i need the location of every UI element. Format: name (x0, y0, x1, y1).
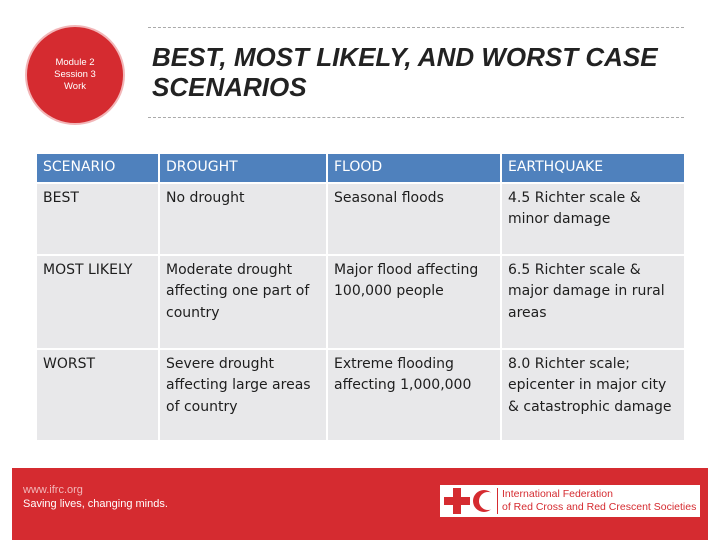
org-name: International Federation of Red Cross an… (502, 488, 696, 514)
cell-scenario: MOST LIKELY (35, 253, 160, 350)
page-title-line-1: BEST, MOST LIKELY, AND WORST CASE (152, 42, 658, 72)
org-name-line-1: International Federation (502, 488, 613, 500)
cell-flood: Major flood affecting 100,000 people (326, 253, 502, 350)
title-divider-top (148, 27, 684, 28)
badge-line-session: Session 3 (54, 69, 96, 80)
ifrc-logo: International Federation of Red Cross an… (440, 485, 700, 517)
footer-slogan: Saving lives, changing minds. (23, 498, 168, 510)
scenario-table: SCENARIO DROUGHT FLOOD EARTHQUAKE BEST N… (35, 152, 686, 442)
module-badge: Module 2 Session 3 Work (27, 27, 123, 123)
badge-line-module: Module 2 (55, 57, 95, 68)
header-flood: FLOOD (326, 152, 502, 184)
table-row: MOST LIKELY Moderate drought affecting o… (35, 253, 686, 350)
cell-scenario: BEST (35, 181, 160, 256)
red-cross-icon (444, 488, 470, 514)
cell-drought: Severe drought affecting large areas of … (158, 347, 328, 442)
cell-drought: No drought (158, 181, 328, 256)
footer-bar: www.ifrc.org Saving lives, changing mind… (12, 468, 708, 540)
header-drought: DROUGHT (158, 152, 328, 184)
page-title: BEST, MOST LIKELY, AND WORST CASE SCENAR… (152, 42, 692, 102)
cell-earthquake: 8.0 Richter scale; epicenter in major ci… (500, 347, 686, 442)
header-scenario: SCENARIO (35, 152, 160, 184)
logo-separator (497, 488, 498, 514)
table-row: BEST No drought Seasonal floods 4.5 Rich… (35, 181, 686, 256)
red-crescent-icon (473, 490, 494, 512)
cell-drought: Moderate drought affecting one part of c… (158, 253, 328, 350)
badge-line-work: Work (64, 81, 86, 92)
cell-flood: Extreme flooding affecting 1,000,000 (326, 347, 502, 442)
page-title-line-2: SCENARIOS (152, 72, 307, 102)
cell-earthquake: 4.5 Richter scale & minor damage (500, 181, 686, 256)
footer-url[interactable]: www.ifrc.org (23, 484, 83, 496)
table-row: WORST Severe drought affecting large are… (35, 347, 686, 442)
cell-earthquake: 6.5 Richter scale & major damage in rura… (500, 253, 686, 350)
cell-flood: Seasonal floods (326, 181, 502, 256)
table-header-row: SCENARIO DROUGHT FLOOD EARTHQUAKE (35, 152, 686, 184)
title-divider-bottom (148, 117, 684, 118)
header-earthquake: EARTHQUAKE (500, 152, 686, 184)
cell-scenario: WORST (35, 347, 160, 442)
org-name-line-2: of Red Cross and Red Crescent Societies (502, 501, 697, 513)
